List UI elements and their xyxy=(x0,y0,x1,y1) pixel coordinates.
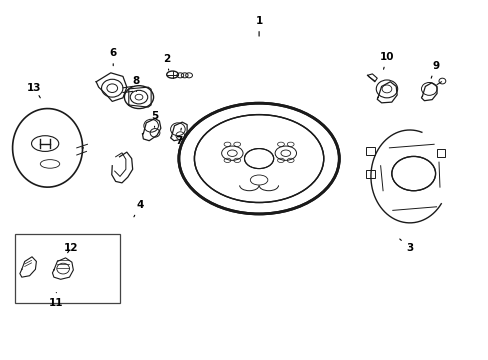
Bar xyxy=(15,234,119,303)
Text: 2: 2 xyxy=(163,54,170,70)
Text: 11: 11 xyxy=(49,293,63,308)
Text: 12: 12 xyxy=(63,243,78,253)
Bar xyxy=(366,147,374,155)
Ellipse shape xyxy=(244,149,273,168)
Text: 9: 9 xyxy=(430,61,438,78)
Ellipse shape xyxy=(194,114,323,203)
Ellipse shape xyxy=(179,103,339,214)
Text: 4: 4 xyxy=(134,200,143,217)
Ellipse shape xyxy=(391,157,435,191)
Text: 5: 5 xyxy=(151,111,158,127)
Bar xyxy=(366,170,374,178)
Bar xyxy=(436,149,445,157)
Text: 1: 1 xyxy=(255,16,262,36)
Text: 7: 7 xyxy=(175,128,182,146)
Text: 6: 6 xyxy=(109,48,117,66)
Text: 10: 10 xyxy=(379,52,393,69)
Text: 3: 3 xyxy=(399,239,412,253)
Text: 8: 8 xyxy=(132,76,140,91)
Text: 13: 13 xyxy=(27,83,41,98)
